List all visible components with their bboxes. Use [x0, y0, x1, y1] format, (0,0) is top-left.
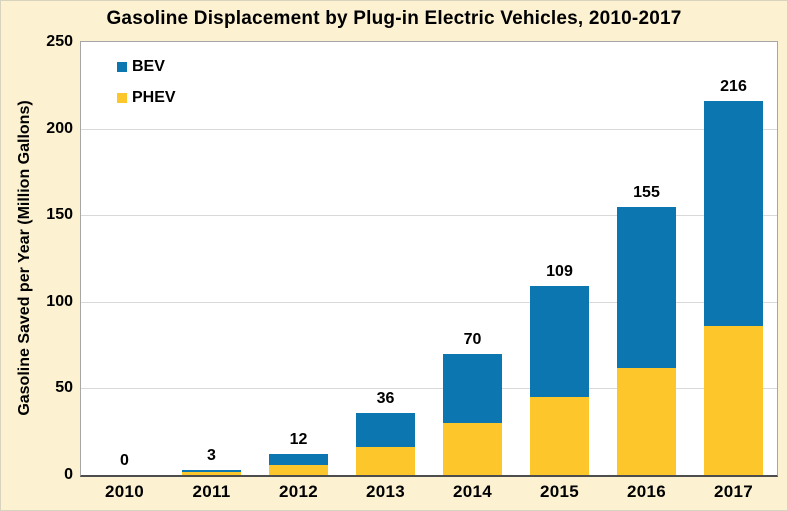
bar-2011-bev	[182, 469, 241, 472]
legend-swatch-icon-bev	[117, 62, 127, 72]
legend-label-phev: PHEV	[132, 89, 176, 106]
bar-2013-phev	[356, 447, 415, 475]
bar-2014-bev	[443, 353, 502, 424]
bar-2015-phev	[530, 397, 589, 475]
bar-2011-phev	[182, 471, 241, 475]
gridline-200	[81, 128, 777, 130]
x-tick-label-2015: 2015	[539, 482, 580, 501]
x-tick-label-2017: 2017	[713, 482, 754, 501]
x-tick-label-2013: 2013	[365, 482, 406, 501]
y-tick-label-150: 150	[46, 206, 73, 224]
bar-2016-phev	[617, 367, 676, 475]
y-tick-label-50: 50	[55, 379, 73, 397]
gridline-150	[81, 215, 777, 217]
bar-2016-bev	[617, 206, 676, 368]
y-tick-label-0: 0	[64, 466, 73, 483]
legend-swatch-icon-phev	[117, 93, 127, 103]
gridline-100	[81, 301, 777, 303]
x-tick-label-2016: 2016	[626, 482, 667, 501]
bar-total-label-2013: 36	[376, 389, 395, 407]
y-tick-label-200: 200	[46, 119, 73, 137]
bar-total-label-2016: 155	[633, 183, 660, 201]
chart-title: Gasoline Displacement by Plug-in Electri…	[106, 8, 682, 29]
bar-2012-bev	[269, 454, 328, 465]
x-tick-label-2012: 2012	[278, 482, 319, 501]
legend: BEV PHEV	[117, 57, 176, 108]
bar-2017-phev	[704, 326, 763, 475]
bar-total-label-2010: 0	[120, 452, 129, 469]
bar-total-label-2011: 3	[207, 446, 216, 464]
bar-2013-bev	[356, 412, 415, 448]
y-tick-label-100: 100	[46, 292, 73, 310]
bar-2014-phev	[443, 423, 502, 475]
legend-label-bev: BEV	[132, 58, 165, 75]
x-tick-label-2011: 2011	[192, 482, 231, 501]
bar-2017-bev	[704, 100, 763, 327]
bar-total-label-2012: 12	[289, 431, 308, 449]
bar-2012-phev	[269, 464, 328, 475]
bar-total-label-2014: 70	[463, 330, 482, 348]
y-tick-label-250: 250	[46, 33, 73, 50]
y-axis-title: Gasoline Saved per Year (Million Gallons…	[16, 100, 33, 416]
bar-2015-bev	[530, 286, 589, 398]
plot-area: BEV PHEV 0 3 12 36 70 109 155 216	[80, 41, 778, 477]
bar-total-label-2017: 216	[720, 77, 747, 95]
legend-item-bev: BEV	[117, 57, 176, 77]
x-tick-label-2014: 2014	[452, 482, 493, 501]
gridline-50	[81, 388, 777, 390]
legend-item-phev: PHEV	[117, 88, 176, 108]
x-tick-label-2010: 2010	[104, 482, 145, 501]
bar-total-label-2015: 109	[546, 263, 573, 281]
